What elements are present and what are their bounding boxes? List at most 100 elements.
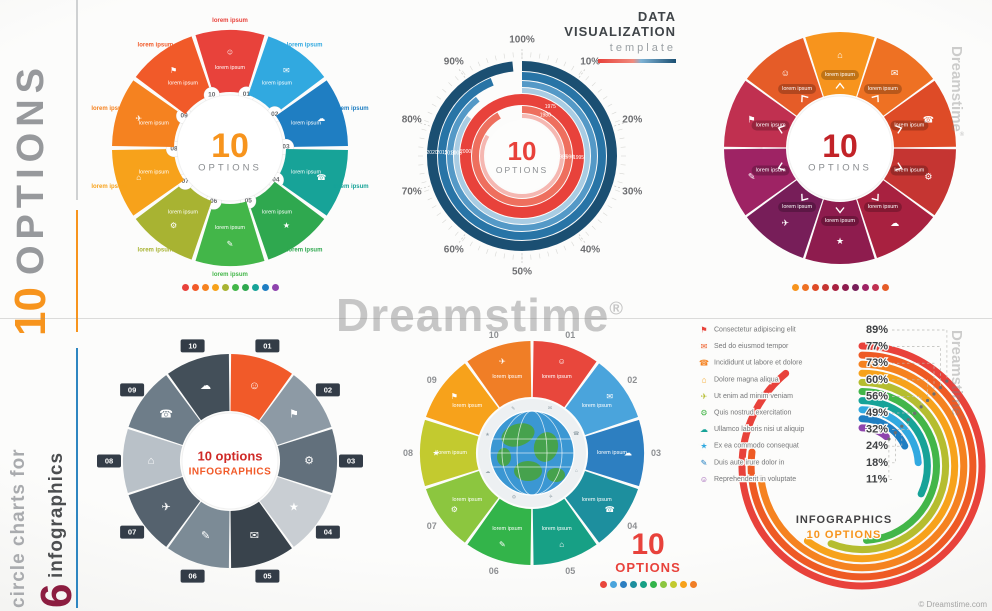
segment-icon: ⚑ bbox=[748, 114, 756, 124]
legend-dot bbox=[639, 581, 647, 588]
wheel-segment bbox=[884, 80, 956, 148]
segment-icon: ☺ bbox=[226, 48, 234, 57]
dial-tick bbox=[538, 253, 541, 259]
row-value: 77% bbox=[866, 341, 888, 353]
arc-ring bbox=[784, 388, 940, 544]
watermark-brand-vertical-2: Dreamstime® bbox=[948, 330, 965, 422]
segment-label: lorem ipsum bbox=[868, 86, 898, 92]
segment-icon: ✎ bbox=[227, 240, 234, 249]
row-value: 56% bbox=[866, 390, 888, 402]
segment-label: lorem ipsum bbox=[582, 497, 612, 503]
dial-tick bbox=[427, 197, 433, 201]
year-label: 2010 bbox=[444, 151, 455, 157]
segment-icon: ⚙ bbox=[304, 455, 314, 467]
segment-outer-label: lorem ipsum bbox=[91, 184, 127, 190]
segment-number: 09 bbox=[427, 375, 437, 385]
ring-arc bbox=[480, 114, 564, 198]
wheel-segment bbox=[805, 199, 875, 264]
row-value: 73% bbox=[866, 357, 888, 369]
segment-number: 02 bbox=[324, 385, 332, 394]
dial-tick bbox=[547, 251, 550, 257]
dial-tick bbox=[602, 96, 608, 100]
arc-ring bbox=[802, 406, 922, 526]
segment-label: lorem ipsum bbox=[782, 86, 812, 92]
chevron-icon bbox=[801, 94, 809, 103]
segment-number: 10 bbox=[489, 330, 499, 340]
segment-icon: ✎ bbox=[748, 172, 756, 182]
options-corner-label: 10 OPTIONS bbox=[590, 530, 706, 576]
dial-tick bbox=[578, 70, 582, 76]
percent-label: 70% bbox=[402, 186, 422, 197]
segment-label: lorem ipsum bbox=[894, 168, 924, 174]
leader-line bbox=[420, 122, 430, 127]
leader-line bbox=[892, 432, 896, 464]
chart-panel-gradient-wheel: ⌂ lorem ipsum ✉ lorem ipsum ☎ lorem ipsum ⚙ lor… bbox=[694, 8, 986, 308]
segment-icon: ⌂ bbox=[148, 455, 155, 467]
segment-number: 05 bbox=[263, 572, 271, 581]
dial-tick bbox=[431, 103, 437, 107]
segment-number: 05 bbox=[245, 197, 253, 204]
watermark-brand-center: Dreamstime® bbox=[270, 288, 690, 342]
percent-label: 90% bbox=[444, 57, 464, 68]
segment-number: 06 bbox=[188, 572, 196, 581]
wheel-segment bbox=[467, 341, 532, 408]
dial-tick bbox=[421, 181, 427, 184]
dial-tick bbox=[571, 241, 575, 247]
leader-dot bbox=[913, 411, 917, 415]
segment-label: lorem ipsum bbox=[582, 403, 612, 409]
segment-number: 08 bbox=[403, 448, 413, 458]
segment-number: 10 bbox=[188, 341, 196, 350]
chart-panel-concentric-rings: 10% 20% 30% 40% 50% 60% 70% 80% 90% 100% 2020 2015 2… bbox=[384, 4, 680, 304]
percent-label: 50% bbox=[512, 267, 532, 278]
wheel-segment bbox=[195, 201, 265, 266]
center-line1: 10 options bbox=[197, 449, 262, 464]
segment-icon: ⌂ bbox=[136, 173, 141, 182]
segment-icon: ✈ bbox=[499, 357, 506, 366]
percent-label: 60% bbox=[444, 244, 464, 255]
row-value: 60% bbox=[866, 374, 888, 386]
wheel-segment bbox=[128, 476, 201, 547]
percent-label: 80% bbox=[402, 115, 422, 126]
leader-dot bbox=[938, 385, 943, 390]
segment-label: lorem ipsum bbox=[437, 450, 467, 456]
row-icon: ⚑ bbox=[700, 326, 707, 335]
segment-number: 02 bbox=[271, 111, 279, 118]
globe-ring-icon: ✈ bbox=[549, 494, 553, 500]
gray-wheel-chart: ☺ 01 ⚑ 02 ⚙ 03 ★ 04 ✉ 05 ✎ 06 ✈ 07 ⌂ 08 ☎ 09 ☁ 10 10 options… bbox=[97, 339, 363, 583]
watermark-reg-mark: ® bbox=[609, 297, 624, 319]
row-label: Reprehenderit in voluptate bbox=[714, 476, 796, 483]
chart-panel-gray-wheel: ☺ 01 ⚑ 02 ⚙ 03 ★ 04 ✉ 05 ✎ 06 ✈ 07 ⌂ 08 ☎ 09 ☁ 10 10 options… bbox=[84, 314, 376, 608]
legend-dot bbox=[599, 581, 607, 588]
legend-dot bbox=[679, 581, 687, 588]
globe-land bbox=[497, 423, 565, 482]
legend-dot bbox=[801, 284, 809, 291]
center-circle bbox=[486, 120, 558, 192]
segment-number: 08 bbox=[170, 146, 178, 153]
label-pill bbox=[778, 83, 817, 94]
wheel-segment bbox=[168, 501, 230, 568]
segment-outer-label: lorem ipsum bbox=[287, 248, 323, 254]
legend-dot bbox=[811, 284, 819, 291]
segment-icon: ★ bbox=[836, 236, 844, 246]
leader-dot bbox=[945, 379, 949, 383]
chevron-icon bbox=[895, 162, 903, 171]
year-label: 1975 bbox=[545, 104, 556, 110]
title-line-2: VISUALIZATION bbox=[564, 23, 676, 39]
dial-tick bbox=[611, 111, 617, 115]
globe-ring-icon: ⚙ bbox=[512, 495, 517, 501]
segment-label: lorem ipsum bbox=[492, 374, 522, 380]
wheel-segment bbox=[135, 36, 212, 115]
wheel-segment bbox=[565, 363, 639, 435]
row-icon: ✎ bbox=[701, 458, 708, 467]
globe-ring-icon: ☎ bbox=[573, 431, 579, 437]
ring-arc bbox=[447, 81, 597, 231]
segment-outer-label: lorem ipsum bbox=[138, 42, 174, 48]
side-label-word: OPTIONS bbox=[10, 62, 52, 276]
wheel-segment bbox=[135, 181, 212, 260]
segment-icon: ☁ bbox=[200, 380, 211, 392]
dial-tick bbox=[617, 181, 623, 184]
dial-tick bbox=[436, 212, 442, 216]
legend-dot bbox=[881, 284, 889, 291]
center-number: 10 bbox=[211, 127, 249, 165]
dial-tick bbox=[486, 248, 489, 254]
